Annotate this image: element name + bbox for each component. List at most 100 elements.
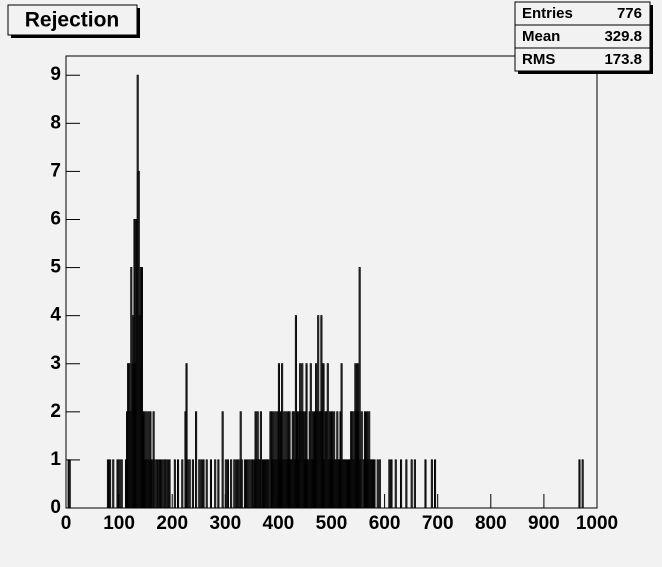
bar (413, 459, 416, 509)
title-box (7, 4, 138, 36)
bar (118, 459, 121, 509)
bar (200, 459, 203, 509)
bar (116, 459, 119, 509)
bar (390, 459, 393, 509)
bar (214, 459, 217, 509)
stats-shadow (650, 5, 653, 74)
bar (410, 459, 413, 509)
stat-value: 173.8 (604, 51, 642, 68)
bar (340, 363, 343, 509)
x-tick-label: 700 (422, 513, 454, 534)
bar (578, 459, 581, 509)
bar (360, 411, 363, 509)
bar (150, 459, 153, 509)
bar (405, 459, 408, 509)
y-tick-label: 0 (50, 497, 61, 518)
bar (358, 267, 361, 509)
y-tick-label: 9 (50, 64, 61, 85)
bar (112, 459, 115, 509)
stat-label: RMS (522, 51, 555, 68)
bar (195, 411, 198, 509)
stat-value: 776 (617, 5, 642, 22)
bar (198, 459, 201, 509)
stat-value: 329.8 (604, 28, 642, 45)
bar (181, 459, 184, 509)
bar (248, 459, 251, 509)
bar (373, 459, 376, 509)
y-tick-label: 2 (50, 401, 61, 422)
y-tick-label: 8 (50, 112, 61, 133)
bar (281, 363, 284, 509)
bar (205, 459, 208, 509)
bar (326, 363, 329, 509)
bar (202, 459, 205, 509)
bar (185, 363, 188, 509)
bar (140, 267, 143, 509)
x-tick-label: 500 (316, 513, 348, 534)
bar (378, 459, 381, 509)
y-tick-label: 6 (50, 209, 61, 230)
bar (226, 459, 229, 509)
bar (158, 459, 162, 509)
y-tick-label: 1 (50, 449, 61, 470)
bar (434, 459, 437, 509)
y-tick-label: 4 (50, 305, 61, 326)
bar (166, 459, 169, 509)
y-tick-label: 3 (50, 353, 61, 374)
y-tick-label: 7 (50, 160, 61, 181)
bar (106, 459, 109, 509)
bar (109, 459, 112, 509)
bar (153, 459, 156, 509)
bar (164, 459, 167, 509)
bar (177, 459, 180, 509)
bar (156, 459, 159, 509)
bar (259, 411, 262, 509)
bar (267, 459, 270, 509)
bar (309, 363, 312, 509)
stat-label: Entries (522, 5, 573, 22)
bar (186, 459, 189, 509)
x-tick-label: 200 (156, 513, 188, 534)
bar (394, 459, 397, 509)
bar (230, 459, 233, 509)
bar (400, 459, 403, 509)
bar (424, 459, 427, 509)
bar (68, 459, 71, 509)
bar (243, 459, 246, 509)
bar (277, 363, 280, 509)
bar (168, 459, 171, 509)
x-tick-label: 0 (61, 513, 72, 534)
bar (251, 459, 254, 509)
bar (217, 459, 220, 509)
bar (221, 411, 224, 509)
y-tick-label: 5 (50, 257, 61, 278)
x-tick-label: 600 (369, 513, 401, 534)
bar (246, 459, 249, 509)
bar (240, 459, 243, 509)
bar (188, 459, 191, 509)
bar (237, 459, 240, 509)
bar (209, 459, 212, 509)
x-tick-label: 1000 (576, 513, 618, 534)
bar (581, 459, 584, 509)
bar (191, 459, 194, 509)
x-tick-label: 300 (209, 513, 241, 534)
bar (120, 459, 123, 509)
bar (224, 459, 227, 509)
bar (233, 459, 236, 509)
bar (430, 459, 433, 509)
chart-title: Rejection (25, 9, 120, 32)
bar (161, 459, 164, 509)
bar (322, 363, 325, 509)
x-tick-label: 100 (103, 513, 135, 534)
bar (376, 459, 379, 509)
stat-label: Mean (522, 28, 560, 45)
bar (235, 459, 238, 509)
x-tick-label: 800 (475, 513, 507, 534)
bar (173, 459, 176, 509)
bar (305, 363, 308, 509)
x-tick-label: 900 (528, 513, 560, 534)
bar (388, 459, 391, 509)
x-tick-label: 400 (263, 513, 295, 534)
